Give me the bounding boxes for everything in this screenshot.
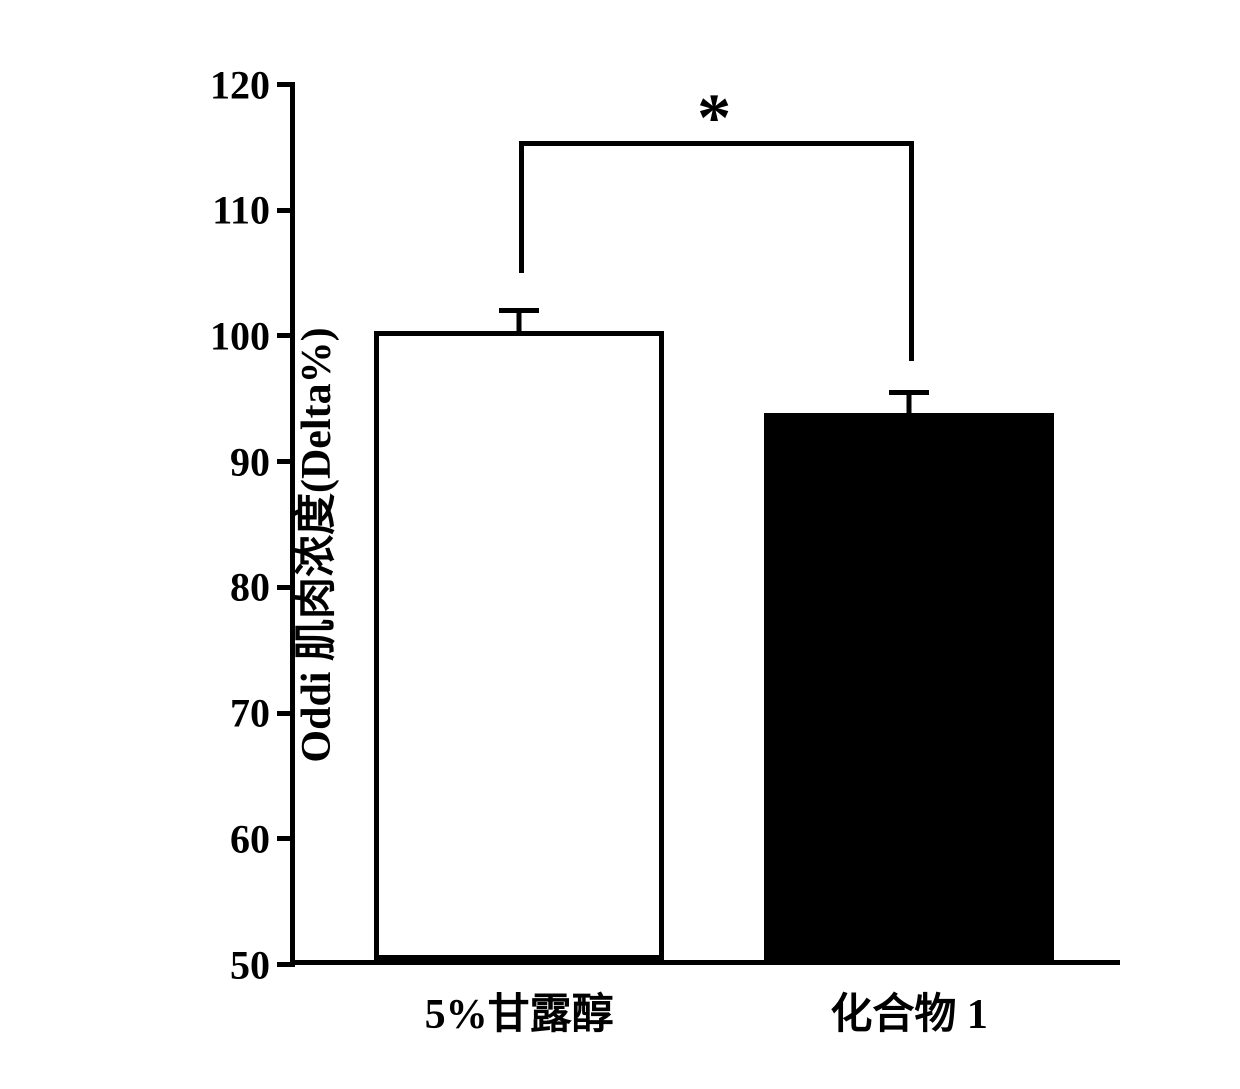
- error-bar: [517, 311, 522, 336]
- y-tick-label: 110: [212, 187, 270, 234]
- significance-bracket: [519, 141, 524, 273]
- y-tick-label: 120: [210, 61, 270, 108]
- bar: [764, 413, 1055, 960]
- y-tick-label: 100: [210, 312, 270, 359]
- x-tick-label: 化合物 1: [830, 980, 988, 1041]
- significance-bracket: [909, 141, 914, 361]
- y-tick: [277, 585, 295, 590]
- x-tick-label: 5%甘露醇: [425, 980, 614, 1041]
- error-bar: [907, 393, 912, 418]
- y-tick-label: 80: [230, 564, 270, 611]
- bar: [374, 331, 665, 960]
- significance-marker: *: [697, 83, 731, 151]
- y-tick: [277, 333, 295, 338]
- y-tick: [277, 82, 295, 87]
- y-tick-label: 60: [230, 815, 270, 862]
- error-cap: [499, 308, 539, 313]
- y-tick: [277, 208, 295, 213]
- y-tick: [277, 962, 295, 967]
- y-tick: [277, 459, 295, 464]
- plot-area: 50607080901001101205%甘露醇化合物 1*: [290, 85, 1120, 965]
- y-tick: [277, 711, 295, 716]
- y-tick-label: 70: [230, 690, 270, 737]
- error-cap: [889, 390, 929, 395]
- chart-container: Oddi 肌肉浓度(Delta%) 50607080901001101205%甘…: [70, 55, 1170, 1035]
- y-tick: [277, 836, 295, 841]
- y-tick-label: 90: [230, 438, 270, 485]
- y-tick-label: 50: [230, 941, 270, 988]
